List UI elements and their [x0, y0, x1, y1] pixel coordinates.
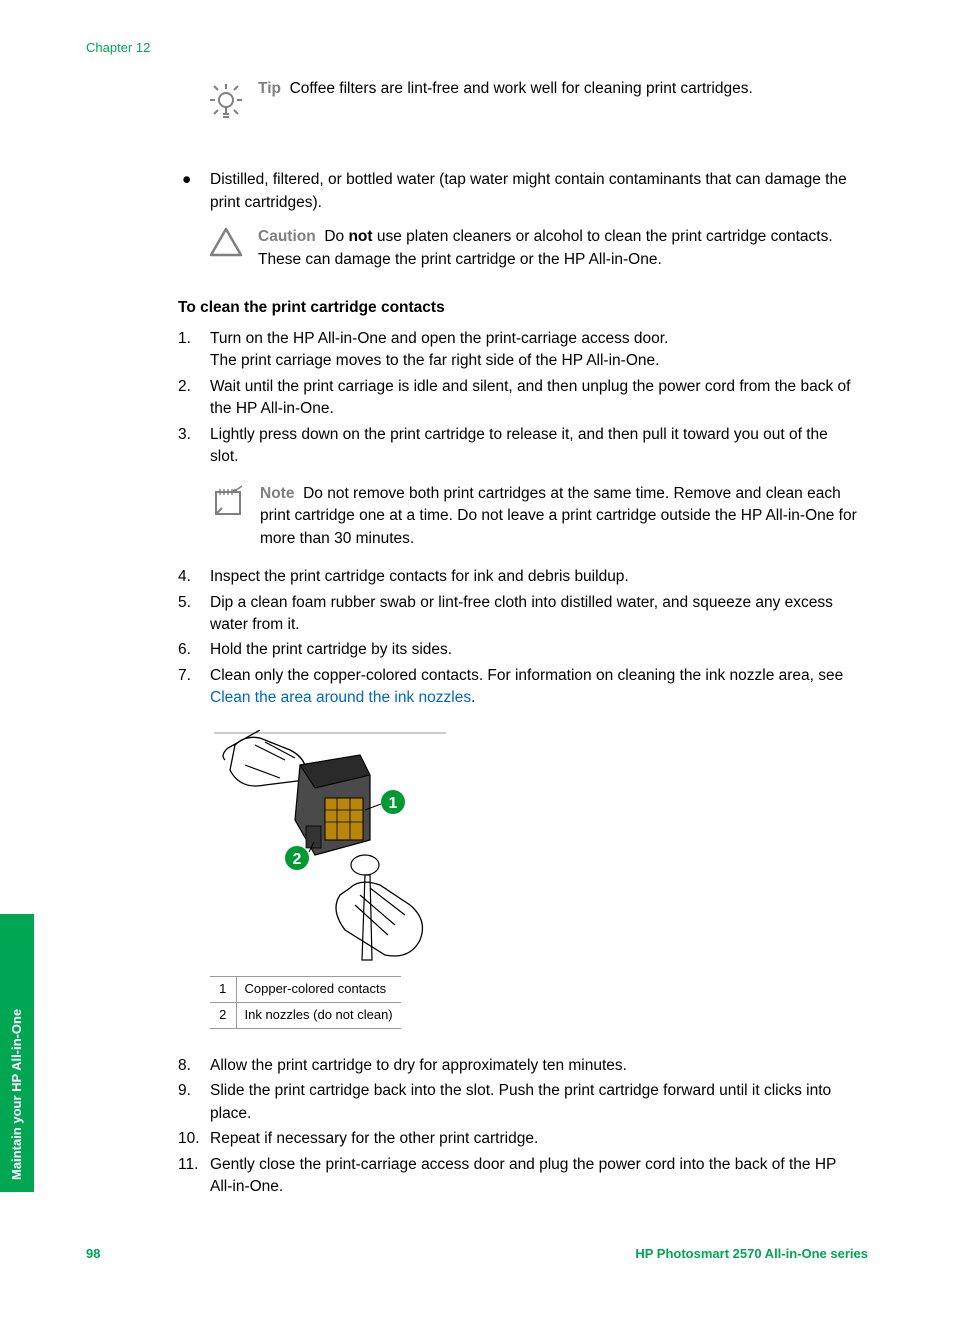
step-item: 8. Allow the print cartridge to dry for … [178, 1055, 858, 1077]
step-number: 7. [178, 665, 210, 710]
step-item: 10. Repeat if necessary for the other pr… [178, 1128, 858, 1150]
page-footer: 98 HP Photosmart 2570 All-in-One series [86, 1246, 868, 1261]
caution-label: Caution [258, 228, 316, 245]
note-icon [210, 483, 246, 526]
section-heading: To clean the print cartridge contacts [178, 297, 858, 319]
chapter-label: Chapter 12 [86, 40, 150, 55]
note-label: Note [260, 485, 294, 502]
step-number: 1. [178, 328, 210, 373]
svg-text:1: 1 [389, 795, 398, 812]
step-item: 1. Turn on the HP All-in-One and open th… [178, 328, 858, 373]
tip-text: Tip Coffee filters are lint-free and wor… [258, 78, 858, 100]
legend-row: 2 Ink nozzles (do not clean) [210, 1003, 401, 1029]
bullet-text: Distilled, filtered, or bottled water (t… [210, 169, 858, 214]
step-text: Clean only the copper-colored contacts. … [210, 665, 858, 710]
step-number: 11. [178, 1154, 210, 1199]
step-item: 9. Slide the print cartridge back into t… [178, 1080, 858, 1125]
step-text: Gently close the print-carriage access d… [210, 1154, 858, 1199]
step-number: 2. [178, 376, 210, 421]
step-text: Lightly press down on the print cartridg… [210, 424, 858, 469]
bullet-item: ● Distilled, filtered, or bottled water … [178, 169, 858, 214]
caution-triangle-icon [208, 226, 244, 265]
step-text: Hold the print cartridge by its sides. [210, 639, 858, 661]
step-text: Slide the print cartridge back into the … [210, 1080, 858, 1125]
legend-text: Ink nozzles (do not clean) [236, 1003, 401, 1029]
step-number: 10. [178, 1128, 210, 1150]
step-item: 7. Clean only the copper-colored contact… [178, 665, 858, 710]
page-number: 98 [86, 1246, 100, 1261]
step-text: Wait until the print carriage is idle an… [210, 376, 858, 421]
product-name: HP Photosmart 2570 All-in-One series [635, 1246, 868, 1261]
link-clean-nozzles[interactable]: Clean the area around the ink nozzles [210, 689, 471, 706]
note-text: Note Do not remove both print cartridges… [260, 483, 858, 550]
step-item: 6. Hold the print cartridge by its sides… [178, 639, 858, 661]
tip-label: Tip [258, 80, 281, 97]
side-tab: Maintain your HP All-in-One [0, 914, 34, 1192]
caution-pre: Do [324, 228, 348, 245]
step-item: 2. Wait until the print carriage is idle… [178, 376, 858, 421]
page-content: Tip Coffee filters are lint-free and wor… [178, 78, 858, 1202]
bullet-marker: ● [178, 169, 210, 214]
step-item: 11. Gently close the print-carriage acce… [178, 1154, 858, 1199]
step-text: Allow the print cartridge to dry for app… [210, 1055, 858, 1077]
side-tab-label: Maintain your HP All-in-One [9, 1009, 24, 1180]
step-item: 3. Lightly press down on the print cartr… [178, 424, 858, 469]
legend-number: 1 [210, 977, 236, 1003]
caution-block: Caution Do not use platen cleaners or al… [208, 226, 858, 271]
step-text: Repeat if necessary for the other print … [210, 1128, 858, 1150]
caution-text: Caution Do not use platen cleaners or al… [258, 226, 858, 271]
note-body: Do not remove both print cartridges at t… [260, 485, 857, 547]
step-item: 4. Inspect the print cartridge contacts … [178, 566, 858, 588]
step-number: 9. [178, 1080, 210, 1125]
step-text: Inspect the print cartridge contacts for… [210, 566, 858, 588]
step-number: 5. [178, 592, 210, 637]
legend-row: 1 Copper-colored contacts [210, 977, 401, 1003]
step-number: 6. [178, 639, 210, 661]
legend-number: 2 [210, 1003, 236, 1029]
step-item: 5. Dip a clean foam rubber swab or lint-… [178, 592, 858, 637]
step-text: Turn on the HP All-in-One and open the p… [210, 328, 858, 373]
step-number: 4. [178, 566, 210, 588]
lightbulb-icon [208, 78, 244, 129]
svg-text:2: 2 [293, 851, 302, 868]
tip-block: Tip Coffee filters are lint-free and wor… [208, 78, 858, 129]
cartridge-figure: 1 2 1 Copper-colored contacts 2 Ink nozz… [210, 730, 858, 1029]
caution-bold: not [348, 228, 372, 245]
legend-text: Copper-colored contacts [236, 977, 401, 1003]
note-block: Note Do not remove both print cartridges… [210, 483, 858, 550]
step-number: 3. [178, 424, 210, 469]
figure-legend: 1 Copper-colored contacts 2 Ink nozzles … [210, 976, 401, 1029]
step-number: 8. [178, 1055, 210, 1077]
cartridge-illustration: 1 2 [210, 730, 450, 965]
tip-body: Coffee filters are lint-free and work we… [290, 80, 753, 97]
step-text: Dip a clean foam rubber swab or lint-fre… [210, 592, 858, 637]
